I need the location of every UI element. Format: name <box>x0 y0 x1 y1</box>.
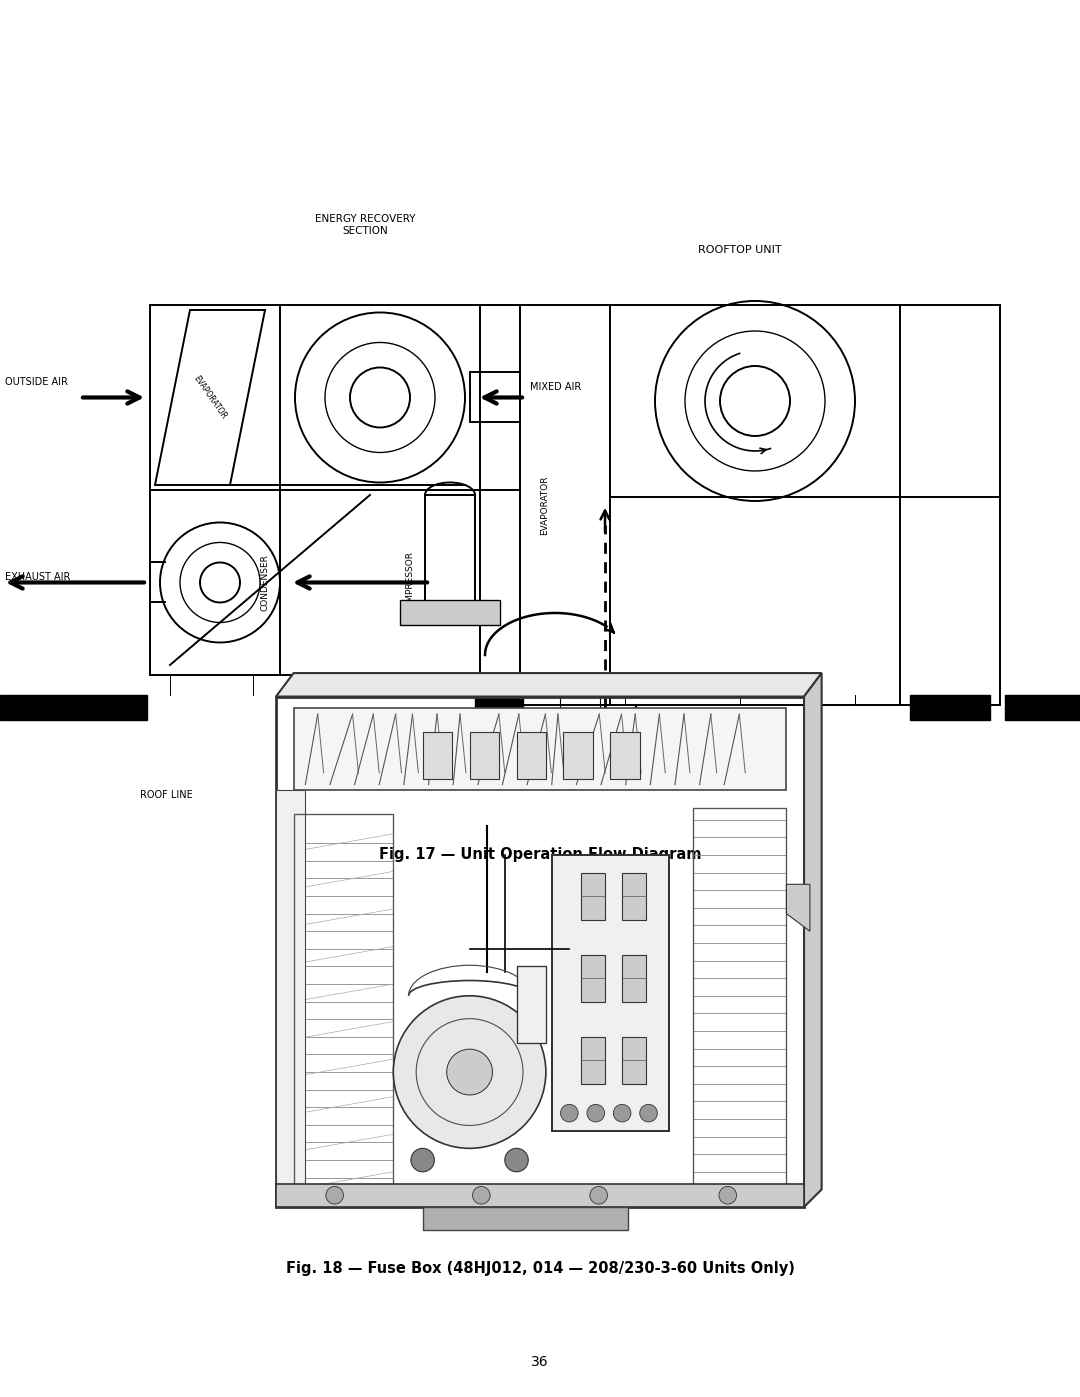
Circle shape <box>613 1104 631 1122</box>
Polygon shape <box>400 599 500 624</box>
Circle shape <box>590 1186 607 1204</box>
Circle shape <box>504 1148 528 1172</box>
Polygon shape <box>516 732 545 778</box>
Polygon shape <box>276 673 822 697</box>
Text: EVAPORATOR: EVAPORATOR <box>540 475 550 535</box>
Circle shape <box>473 1186 490 1204</box>
Polygon shape <box>564 732 593 778</box>
Text: Fig. 17 — Unit Operation Flow Diagram: Fig. 17 — Unit Operation Flow Diagram <box>379 848 701 862</box>
Polygon shape <box>470 732 499 778</box>
Polygon shape <box>610 732 639 778</box>
Polygon shape <box>622 954 646 1002</box>
Circle shape <box>326 1186 343 1204</box>
Circle shape <box>719 1186 737 1204</box>
Text: EVAPORATOR: EVAPORATOR <box>192 374 228 420</box>
Polygon shape <box>804 673 822 1207</box>
Polygon shape <box>622 873 646 919</box>
Text: ROOFTOP UNIT: ROOFTOP UNIT <box>698 244 782 256</box>
Polygon shape <box>422 732 453 778</box>
Circle shape <box>639 1104 658 1122</box>
Polygon shape <box>622 1037 646 1084</box>
Text: CONDENSER: CONDENSER <box>260 555 270 610</box>
Text: ENERGY RECOVERY
SECTION: ENERGY RECOVERY SECTION <box>314 214 415 236</box>
Polygon shape <box>786 884 810 932</box>
Polygon shape <box>581 954 605 1002</box>
Text: MIXED AIR: MIXED AIR <box>530 383 581 393</box>
Text: SUPPLY AIR: SUPPLY AIR <box>608 870 663 880</box>
Text: COMPRESSOR: COMPRESSOR <box>405 550 415 613</box>
Circle shape <box>561 1104 578 1122</box>
Polygon shape <box>276 791 306 1183</box>
Polygon shape <box>581 873 605 919</box>
Text: ROOF LINE: ROOF LINE <box>140 789 192 800</box>
Text: 36: 36 <box>531 1355 549 1369</box>
Polygon shape <box>516 967 545 1042</box>
Circle shape <box>393 996 545 1148</box>
Polygon shape <box>294 708 786 791</box>
Polygon shape <box>581 1037 605 1084</box>
Circle shape <box>586 1104 605 1122</box>
Circle shape <box>447 1049 492 1095</box>
Text: ROOM AIR: ROOM AIR <box>580 870 630 880</box>
Polygon shape <box>552 855 670 1130</box>
Text: OUTSIDE AIR: OUTSIDE AIR <box>5 377 68 387</box>
Polygon shape <box>422 1207 627 1231</box>
Polygon shape <box>276 1183 804 1207</box>
Circle shape <box>410 1148 434 1172</box>
Text: Fig. 18 — Fuse Box (48HJ012, 014 — 208/230-3-60 Units Only): Fig. 18 — Fuse Box (48HJ012, 014 — 208/2… <box>285 1261 795 1275</box>
Text: EXHAUST AIR: EXHAUST AIR <box>5 573 70 583</box>
